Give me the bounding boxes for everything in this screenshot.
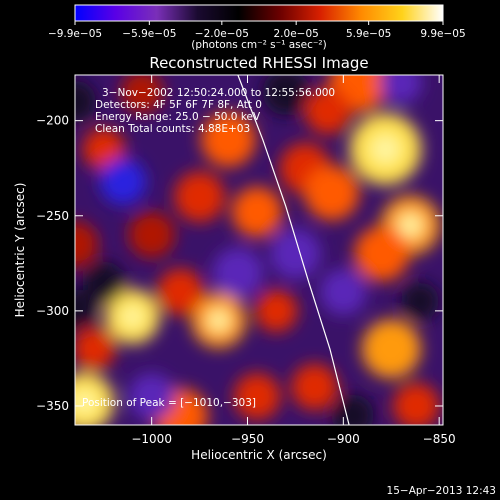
x-tick-label: −950 <box>231 432 264 446</box>
intensity-blob <box>392 382 440 425</box>
intensity-blob <box>157 268 204 316</box>
intensity-blob <box>99 158 147 205</box>
intensity-blob <box>361 319 421 379</box>
colorbar-frame <box>74 4 444 22</box>
colorbar-tick-label: −5.9e−05 <box>122 28 176 40</box>
intensity-peak <box>75 390 97 415</box>
colorbar-bar <box>75 5 443 21</box>
intensity-blob <box>401 282 439 321</box>
intensity-blob <box>212 247 264 299</box>
intensity-blob <box>262 75 310 116</box>
intensity-blob <box>82 261 125 304</box>
intensity-blob <box>128 211 175 258</box>
y-axis-label: Heliocentric Y (arcsec) <box>13 183 27 318</box>
x-tick-label: −900 <box>327 432 360 446</box>
intensity-blob <box>75 80 97 123</box>
intensity-peak <box>121 305 144 328</box>
intensity-blob <box>304 87 352 135</box>
colorbar: −9.9e−05 −5.9e−05 −2.0e−05 2.0e−05 5.9e−05 9.… <box>48 4 466 51</box>
intensity-map <box>75 75 440 425</box>
y-tick-label: −250 <box>36 209 69 223</box>
timestamp: 15−Apr−2013 12:43 <box>387 485 496 497</box>
intensity-blob <box>121 75 164 114</box>
intensity-peak <box>207 309 230 332</box>
intensity-blob <box>75 221 99 268</box>
y-tick-label: −200 <box>36 114 69 128</box>
intensity-blob <box>320 268 367 316</box>
intensity-blob <box>174 171 225 223</box>
colorbar-units: (photons cm⁻² s⁻¹ asec⁻²) <box>191 39 326 51</box>
intensity-blob <box>304 165 360 221</box>
annotation-line: Clean Total counts: 4.88E+03 <box>95 123 250 135</box>
intensity-blob <box>291 363 338 411</box>
colorbar-tick-label: −2.0e−05 <box>195 28 249 40</box>
intensity-blob <box>128 373 175 420</box>
intensity-blob <box>255 289 298 332</box>
x-axis-label: Heliocentric X (arcsec) <box>191 448 327 462</box>
intensity-blob <box>354 226 410 282</box>
intensity-blob <box>379 75 422 104</box>
intensity-blob <box>75 327 116 370</box>
y-tick-label: −350 <box>36 399 69 413</box>
plot-frame <box>74 74 444 426</box>
annotation-line: Detectors: 4F 5F 6F 7F 8F, Att 0 <box>95 99 262 111</box>
colorbar-ticks: −9.9e−05 −5.9e−05 −2.0e−05 2.0e−05 5.9e−05 9.… <box>48 21 466 40</box>
intensity-blob <box>270 228 321 280</box>
x-tick-label: −1000 <box>131 432 172 446</box>
peak-position-label: Position of Peak = [−1010,−303] <box>82 397 256 409</box>
axis-ticks: −1000 −950 −900 −850 −200 −250 −300 −350 <box>36 75 456 446</box>
colorbar-tick-label: 5.9e−05 <box>346 28 391 40</box>
solar-limb-line <box>237 75 350 425</box>
y-tick-label: −300 <box>36 304 69 318</box>
intensity-blob <box>75 289 97 332</box>
colorbar-tick-label: −9.9e−05 <box>48 28 102 40</box>
colorbar-tick-label: 2.0e−05 <box>274 28 319 40</box>
intensity-blob <box>233 373 281 420</box>
intensity-blob <box>231 186 283 238</box>
colorbar-tick-label: 9.9e−05 <box>420 28 465 40</box>
x-tick-label: −850 <box>423 432 456 446</box>
chart-title: Reconstructed RHESSI Image <box>149 54 368 72</box>
intensity-blob <box>331 394 374 425</box>
intensity-blob <box>82 128 125 171</box>
annotation-line: 3−Nov−2002 12:50:24.000 to 12:55:56.000 <box>102 87 335 99</box>
intensity-peak <box>398 213 423 238</box>
observation-annotations: 3−Nov−2002 12:50:24.000 to 12:55:56.000D… <box>95 87 335 135</box>
intensity-blob <box>200 112 256 168</box>
plot-area: −1000 −950 −900 −850 −200 −250 −300 −350 <box>36 74 456 446</box>
intensity-peak <box>370 134 401 164</box>
annotation-line: Energy Range: 25.0 − 50.0 keV <box>95 111 261 123</box>
